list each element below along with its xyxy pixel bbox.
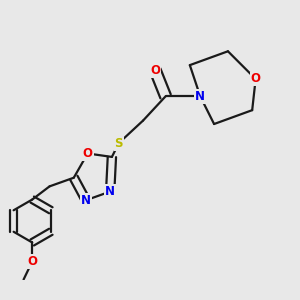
Text: N: N (81, 194, 91, 207)
Text: N: N (105, 185, 115, 198)
Text: S: S (115, 136, 123, 150)
Text: O: O (150, 64, 160, 77)
Text: O: O (27, 255, 37, 268)
Text: N: N (195, 90, 205, 103)
Text: O: O (251, 73, 261, 85)
Text: O: O (82, 147, 93, 160)
